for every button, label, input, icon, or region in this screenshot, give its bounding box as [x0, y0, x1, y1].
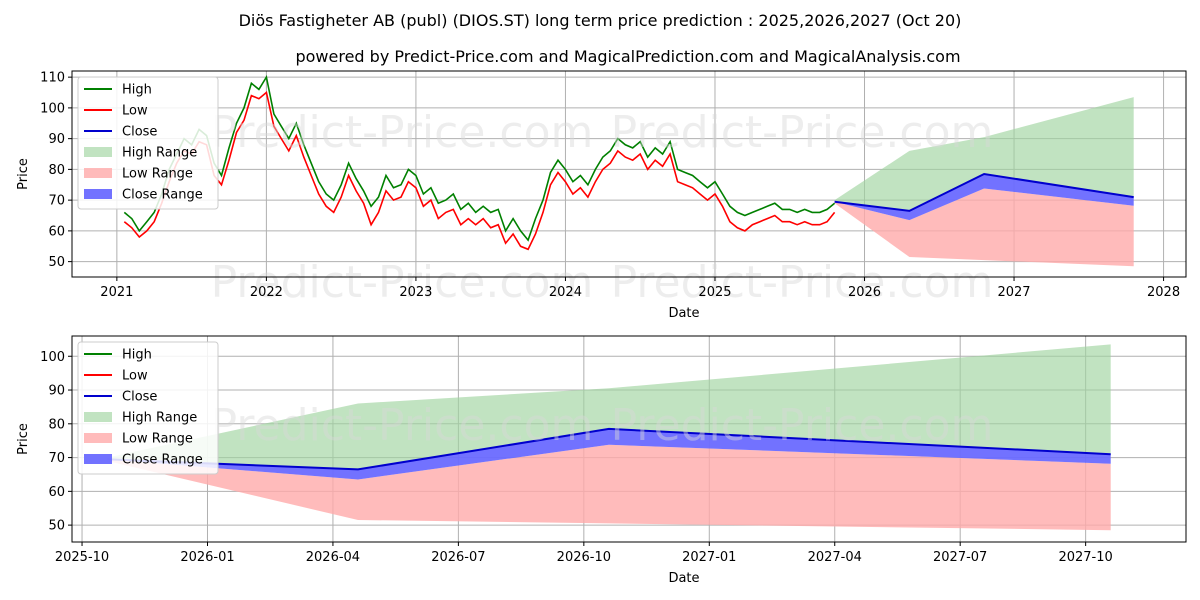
y-tick-label: 60 — [48, 224, 65, 239]
high-range-area — [107, 344, 1111, 470]
watermark-text: Predict-Price.com — [211, 257, 594, 308]
watermark-text: Predict-Price.com — [211, 400, 594, 451]
y-tick-label: 100 — [40, 350, 65, 365]
legend-swatch-close-range — [84, 454, 112, 464]
x-tick-label: 2025-10 — [55, 550, 109, 565]
low-range-area — [834, 188, 1134, 267]
legend-box — [77, 341, 219, 475]
watermark-text: Predict-Price.com — [611, 257, 994, 308]
y-tick-label: 90 — [48, 132, 65, 147]
chart-subtitle: powered by Predict-Price.com and Magical… — [295, 47, 960, 66]
legend: High Low Close High Range Low Range Close Ran… — [77, 76, 219, 210]
x-tick-label: 2026-10 — [557, 550, 611, 565]
legend-swatch-high-range — [84, 412, 112, 422]
high-range-area — [834, 97, 1134, 211]
legend-swatch-low-range — [84, 433, 112, 443]
x-tick-label: 2025 — [698, 285, 731, 300]
x-tick-label: 2028 — [1147, 285, 1180, 300]
y-axis-label: Price — [16, 158, 31, 190]
legend-label: High Range — [122, 146, 197, 161]
plot-frame — [71, 335, 1187, 543]
legend-label: Close — [122, 390, 157, 405]
forecast-zoom-chart: Predict-Price.com Predict-Price.com 2025-1… — [16, 335, 1187, 586]
x-axis-label: Date — [668, 306, 699, 321]
legend-label: Low — [122, 369, 148, 384]
legend-label: Low — [122, 104, 148, 119]
x-tick-label: 2022 — [250, 285, 283, 300]
legend-label: Close — [122, 125, 157, 140]
legend-label: High — [122, 348, 152, 363]
x-tick-label: 2021 — [100, 285, 133, 300]
y-tick-label: 100 — [40, 101, 65, 116]
y-tick-label: 50 — [48, 255, 65, 270]
y-tick-label: 80 — [48, 417, 65, 432]
x-tick-label: 2027 — [997, 285, 1030, 300]
close-range-area — [107, 428, 1111, 480]
legend-label: Close Range — [122, 188, 203, 203]
x-tick-label: 2026-07 — [431, 550, 485, 565]
watermark-text: Predict-Price.com — [611, 107, 994, 158]
legend-swatch-close-range — [84, 189, 112, 199]
x-tick-label: 2026-04 — [306, 550, 360, 565]
close-range-area — [834, 174, 1134, 221]
low-line — [123, 91, 836, 251]
y-tick-label: 70 — [48, 194, 65, 209]
plot-series — [123, 74, 1134, 267]
watermark-text: Predict-Price.com — [611, 400, 994, 451]
low-range-area — [107, 444, 1111, 531]
y-tick-label: 60 — [48, 485, 65, 500]
x-tick-label: 2027-04 — [808, 550, 862, 565]
plot-frame — [71, 70, 1187, 278]
x-tick-label: 2024 — [549, 285, 582, 300]
x-tick-label: 2027-10 — [1058, 550, 1112, 565]
legend-label: Close Range — [122, 453, 203, 468]
x-tick-label: 2023 — [399, 285, 432, 300]
plot-series — [107, 344, 1111, 531]
x-axis-label: Date — [668, 571, 699, 586]
legend-label: Low Range — [122, 167, 193, 182]
high-line — [123, 74, 836, 242]
legend-label: High Range — [122, 411, 197, 426]
long-term-chart: Predict-Price.com Predict-Price.com Predic… — [16, 70, 1187, 321]
x-tick-label: 2027-07 — [933, 550, 987, 565]
legend-label: High — [122, 83, 152, 98]
close-line — [834, 172, 1134, 212]
legend-swatch-low-range — [84, 168, 112, 178]
x-tick-label: 2027-01 — [682, 550, 736, 565]
y-tick-label: 110 — [40, 71, 65, 86]
close-line — [107, 427, 1111, 471]
x-tick-label: 2026 — [848, 285, 881, 300]
legend-box — [77, 76, 219, 210]
y-tick-label: 90 — [48, 384, 65, 399]
legend-label: Low Range — [122, 432, 193, 447]
legend: High Low Close High Range Low Range Close Ran… — [77, 341, 219, 475]
y-tick-label: 50 — [48, 519, 65, 534]
y-tick-label: 80 — [48, 163, 65, 178]
y-axis-label: Price — [16, 423, 31, 455]
chart-title: Diös Fastigheter AB (publ) (DIOS.ST) lon… — [239, 11, 962, 30]
watermark-text: Predict-Price.com — [211, 107, 594, 158]
x-tick-label: 2026-01 — [180, 550, 234, 565]
legend-swatch-high-range — [84, 147, 112, 157]
y-tick-label: 70 — [48, 451, 65, 466]
